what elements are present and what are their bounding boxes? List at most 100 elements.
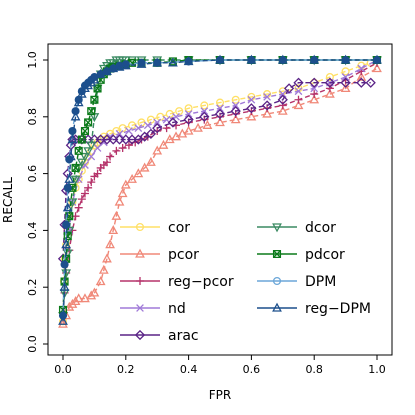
series-1 <box>58 63 382 328</box>
data-point <box>231 95 240 104</box>
data-point <box>215 117 225 127</box>
axes-layer: 0.0 0.2 0.4 0.6 0.8 1.0 0.0 0.2 0.4 0.6 0.8 1.0 <box>26 51 386 376</box>
x-tick-label: 0.6 <box>243 363 261 376</box>
legend-marker <box>135 248 145 258</box>
legend-entry-2: reg−pcor <box>120 274 234 290</box>
data-point <box>357 64 366 73</box>
data-point <box>184 110 193 118</box>
data-point <box>193 122 203 132</box>
data-point <box>133 168 144 178</box>
data-point <box>93 169 102 178</box>
data-point <box>324 77 336 88</box>
data-point <box>108 63 119 73</box>
legend-entry-4: arac <box>120 328 199 344</box>
series-layer <box>57 54 382 328</box>
series-8 <box>58 54 382 325</box>
legend-entry-6: pdcor <box>257 247 345 263</box>
data-point <box>231 101 240 110</box>
legend-marker <box>272 302 282 312</box>
data-point <box>309 94 320 104</box>
legend-label: reg−pcor <box>168 274 234 290</box>
legend-entry-5: dcor <box>257 220 336 236</box>
y-tick-label: 0.2 <box>26 278 39 296</box>
data-point <box>293 100 304 110</box>
data-point <box>340 77 351 88</box>
data-point <box>183 114 194 125</box>
legend-label: arac <box>168 328 199 344</box>
data-point <box>310 90 319 99</box>
data-point <box>120 179 131 189</box>
data-point <box>214 108 226 120</box>
data-point <box>95 276 106 286</box>
data-point <box>146 156 156 166</box>
y-axis-title: RECALL <box>1 177 15 223</box>
data-point <box>325 88 335 98</box>
x-tick-label: 0.0 <box>54 363 72 376</box>
legend-label: DPM <box>305 274 336 290</box>
legend-marker <box>136 304 144 312</box>
x-tick-label: 0.2 <box>117 363 135 376</box>
data-point <box>98 264 109 274</box>
data-point <box>261 100 273 111</box>
data-point <box>58 318 68 328</box>
legend-entry-0: cor <box>120 220 190 236</box>
x-tick-label: 0.8 <box>305 363 323 376</box>
data-point <box>90 95 99 104</box>
data-point <box>246 111 257 121</box>
data-point <box>263 93 271 101</box>
data-point <box>262 108 272 118</box>
data-point <box>143 121 152 130</box>
data-point <box>108 225 119 235</box>
data-point <box>167 117 179 128</box>
data-point <box>230 114 241 124</box>
data-point <box>67 298 78 308</box>
series-line <box>62 59 377 322</box>
data-point <box>309 54 320 64</box>
data-point <box>64 173 75 183</box>
data-point <box>80 126 90 136</box>
data-point <box>277 105 288 115</box>
data-point <box>115 129 124 138</box>
data-point <box>70 111 81 121</box>
data-point <box>277 94 288 105</box>
data-point <box>93 144 102 152</box>
data-point <box>356 71 367 81</box>
legend-marker <box>136 277 144 285</box>
data-point <box>118 144 127 153</box>
data-point <box>58 315 68 325</box>
data-point <box>70 296 81 306</box>
data-point <box>277 54 288 64</box>
data-point <box>73 293 84 303</box>
data-point <box>80 83 90 93</box>
x-tick-label: 1.0 <box>368 363 386 376</box>
data-point <box>114 196 125 206</box>
data-point <box>80 189 89 198</box>
data-point <box>184 104 193 113</box>
data-point <box>74 146 83 155</box>
legend-label: pcor <box>168 247 199 263</box>
plot-frame <box>47 43 393 356</box>
y-tick-label: 0.4 <box>26 222 39 240</box>
data-point <box>83 80 94 90</box>
data-point <box>81 161 89 169</box>
data-point <box>62 220 71 229</box>
data-point <box>95 68 106 78</box>
data-point <box>200 107 209 115</box>
data-point <box>310 84 319 93</box>
data-point <box>153 118 162 127</box>
legend-label: pdcor <box>305 247 345 263</box>
data-point <box>325 84 334 93</box>
data-point <box>105 239 115 249</box>
data-point <box>84 183 93 192</box>
data-point <box>278 90 287 98</box>
data-point <box>124 141 133 150</box>
data-point <box>309 77 320 88</box>
data-point <box>87 178 96 187</box>
legend-marker <box>272 276 282 286</box>
data-point <box>230 106 241 117</box>
legend-entry-1: pcor <box>120 247 199 263</box>
data-point <box>86 290 97 300</box>
y-tick-label: 0.0 <box>26 335 39 353</box>
data-point <box>89 74 100 84</box>
data-point <box>125 127 133 135</box>
